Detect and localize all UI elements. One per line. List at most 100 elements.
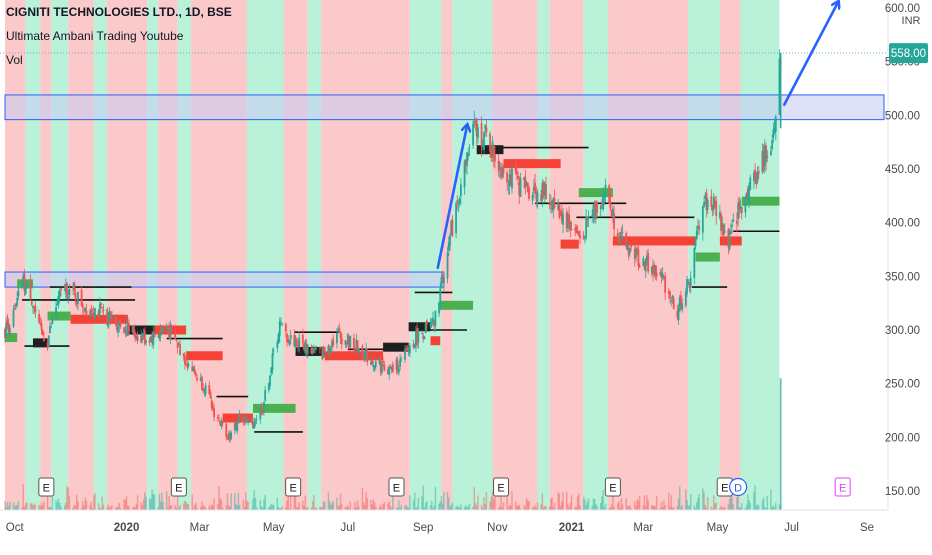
earnings-marker bbox=[388, 477, 405, 497]
candle-body bbox=[55, 306, 57, 316]
volume-bar bbox=[322, 501, 325, 510]
candle-body bbox=[710, 195, 713, 207]
candle-body bbox=[83, 309, 85, 311]
price-zones[interactable] bbox=[4, 94, 885, 288]
volume-bar bbox=[721, 507, 724, 510]
candle-body bbox=[312, 348, 315, 353]
candle-body bbox=[46, 342, 49, 347]
candle-body bbox=[745, 192, 748, 200]
indicator-label: Ultimate Ambani Trading Youtube bbox=[6, 29, 184, 43]
candle-body bbox=[506, 172, 509, 183]
candle-body bbox=[56, 303, 59, 306]
volume-bar bbox=[237, 492, 240, 510]
volume-bar bbox=[94, 493, 96, 510]
volume-bar bbox=[362, 502, 365, 510]
volume-bar bbox=[302, 500, 304, 510]
volume-bar bbox=[659, 507, 661, 510]
candle-body bbox=[468, 147, 471, 149]
candle-body bbox=[118, 321, 121, 326]
volume-bar bbox=[89, 505, 91, 510]
candle-body bbox=[185, 363, 188, 366]
volume-bar bbox=[558, 493, 561, 510]
volume-bar bbox=[135, 503, 138, 510]
regime-band bbox=[321, 0, 410, 510]
volume-bar bbox=[714, 503, 716, 510]
price-axis[interactable]: 600.00550.00500.00450.00400.00350.00300.… bbox=[885, 0, 932, 550]
volume-bar bbox=[540, 504, 542, 510]
price-axis-bg bbox=[888, 0, 932, 550]
volume-bar bbox=[388, 501, 390, 510]
candle-body bbox=[72, 286, 74, 289]
trend-arrow[interactable] bbox=[783, 3, 837, 106]
volume-bar bbox=[255, 507, 258, 510]
regime-band bbox=[158, 0, 178, 510]
volume-bar bbox=[74, 505, 77, 510]
volume-bar bbox=[467, 506, 469, 510]
candle-body bbox=[40, 323, 43, 330]
level-block bbox=[578, 188, 613, 198]
volume-bar bbox=[553, 502, 556, 510]
volume-bar bbox=[576, 496, 579, 510]
candle-body bbox=[43, 337, 45, 342]
candle-body bbox=[370, 361, 372, 365]
volume-bar bbox=[102, 504, 105, 510]
candle-body bbox=[382, 361, 385, 363]
candle-body bbox=[175, 340, 178, 341]
candle-body bbox=[754, 169, 757, 178]
candle-body bbox=[289, 334, 292, 339]
volume-bar bbox=[327, 492, 330, 510]
candle-body bbox=[592, 204, 595, 218]
candle-body bbox=[390, 366, 393, 370]
regime-band bbox=[409, 0, 442, 510]
candle-body bbox=[237, 421, 240, 424]
volume-bar bbox=[167, 507, 169, 510]
candle-body bbox=[219, 421, 222, 426]
volume-bar bbox=[131, 507, 134, 510]
regime-bands bbox=[5, 0, 780, 510]
candle-body bbox=[108, 310, 111, 316]
candle-body bbox=[680, 295, 682, 309]
volume-bar bbox=[501, 507, 503, 510]
time-axis[interactable]: Oct 2020 Mar May Jul Sep Nov 2021 Mar May Jul Se bbox=[0, 509, 932, 550]
candle-body bbox=[446, 252, 449, 279]
volume-bar bbox=[587, 498, 590, 510]
volume-bar bbox=[313, 495, 315, 510]
volume-bar bbox=[311, 501, 314, 510]
volume-bar bbox=[722, 507, 725, 510]
volume-bar bbox=[516, 506, 518, 510]
volume-bar bbox=[185, 501, 187, 510]
volume-bar bbox=[372, 499, 375, 510]
volume-bar bbox=[159, 501, 162, 510]
volume-bar bbox=[310, 507, 313, 510]
candle-body bbox=[75, 301, 78, 304]
candle-body bbox=[128, 323, 130, 332]
candle-body bbox=[57, 296, 60, 305]
volume-bar bbox=[186, 504, 189, 510]
volume-bar bbox=[123, 499, 125, 510]
volume-bar bbox=[4, 500, 6, 510]
candle-body bbox=[396, 360, 399, 372]
candle-body bbox=[84, 307, 87, 312]
candle-body bbox=[494, 154, 496, 162]
candle-body bbox=[423, 336, 426, 340]
candle-body bbox=[339, 332, 342, 339]
volume-bar bbox=[561, 501, 563, 510]
trend-arrow[interactable] bbox=[436, 126, 467, 270]
volume-bar bbox=[176, 495, 179, 510]
candle-body bbox=[354, 350, 357, 351]
candle-body bbox=[663, 276, 665, 278]
candle-body bbox=[278, 321, 281, 336]
candle-body bbox=[142, 333, 145, 338]
candle-body bbox=[68, 288, 71, 296]
trend-arrows[interactable] bbox=[436, 3, 838, 270]
candle-body bbox=[627, 248, 630, 256]
volume-bar bbox=[613, 507, 615, 510]
volume-bar bbox=[355, 507, 358, 510]
candle-body bbox=[389, 367, 392, 369]
candle-body bbox=[576, 230, 579, 233]
candle-body bbox=[678, 296, 681, 312]
level-block bbox=[5, 333, 18, 343]
candle-body bbox=[294, 339, 297, 348]
